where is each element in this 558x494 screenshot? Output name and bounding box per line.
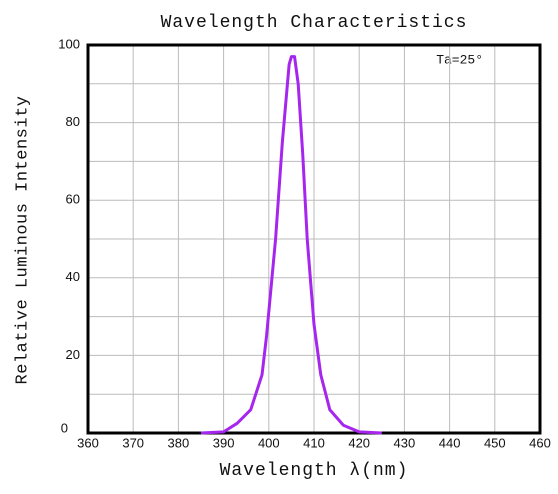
y-tick-label: 0 — [61, 420, 68, 435]
x-tick-label: 380 — [168, 435, 190, 450]
chart-title: Wavelength Characteristics — [161, 13, 468, 33]
data-line — [200, 55, 382, 435]
x-tick-label: 360 — [77, 435, 99, 450]
y-tick-label: 100 — [58, 36, 80, 51]
x-tick-label: 440 — [439, 435, 461, 450]
x-tick-label: 370 — [122, 435, 144, 450]
y-tick-label: 60 — [66, 192, 80, 207]
annotation: Ta=25° — [436, 52, 483, 67]
y-axis-label: Relative Luminous Intensity — [13, 96, 32, 385]
x-tick-label: 460 — [529, 435, 551, 450]
y-tick-label: 80 — [66, 114, 80, 129]
y-tick-label: 40 — [66, 269, 80, 284]
y-tick-label: 20 — [66, 347, 80, 362]
x-tick-label: 430 — [394, 435, 416, 450]
x-tick-label: 420 — [348, 435, 370, 450]
x-tick-label: 450 — [484, 435, 506, 450]
plot-frame — [86, 43, 542, 435]
x-tick-label: 390 — [213, 435, 235, 450]
x-axis-label: Wavelength λ(nm) — [220, 461, 409, 481]
x-tick-label: 410 — [303, 435, 325, 450]
x-tick-label: 400 — [258, 435, 280, 450]
